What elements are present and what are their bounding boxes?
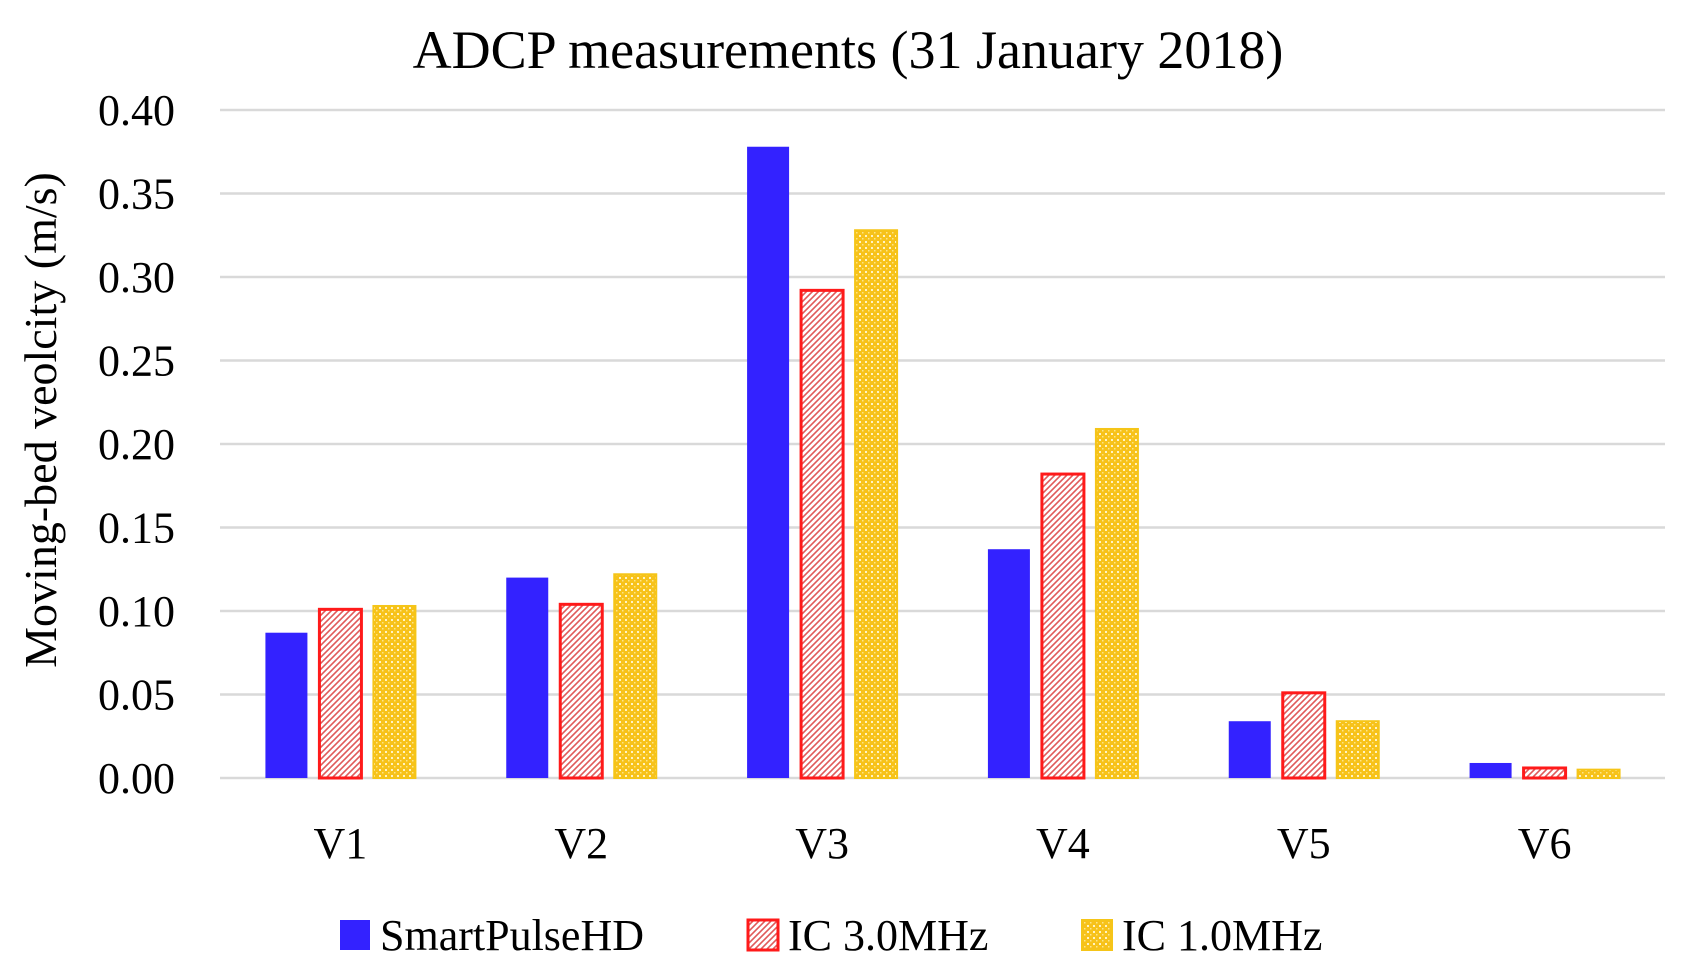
y-tick-label: 0.40 [98,86,175,135]
legend: SmartPulseHD IC 3.0MHz IC 1.0MHz [340,911,1322,960]
y-tick-label: 0.20 [98,420,175,469]
bar-v6-ic-1-0mhz [1576,768,1621,780]
bar-v3-ic-3-0mhz [799,288,845,780]
bar-v2-smartpulsehd [506,577,549,778]
y-tick-labels: 0.00 0.05 0.10 0.15 0.20 0.25 0.30 0.35 0.40 [98,86,175,803]
y-tick-label: 0.25 [98,337,175,386]
bar-v1-smartpulsehd [265,632,308,778]
x-category-label: V4 [1036,819,1090,868]
legend-label: IC 3.0MHz [788,911,988,960]
bar-v1-ic-3-0mhz [317,607,363,780]
y-tick-label: 0.10 [98,587,175,636]
legend-label: SmartPulseHD [380,911,644,960]
gridlines [220,108,1665,780]
y-tick-label: 0.00 [98,754,175,803]
legend-label: IC 1.0MHz [1122,911,1322,960]
chart-title: ADCP measurements (31 January 2018) [413,20,1284,80]
x-category-label: V5 [1277,819,1331,868]
y-tick-label: 0.15 [98,504,175,553]
bar-v5-smartpulsehd [1228,721,1271,778]
bar-v6-smartpulsehd [1469,762,1512,778]
bar-v6-ic-3-0mhz [1522,766,1568,780]
y-axis-label: Moving-bed veolcity (m/s) [15,172,66,668]
bar-v4-ic-3-0mhz [1040,472,1086,780]
x-category-label: V2 [554,819,608,868]
x-category-label: V6 [1518,819,1572,868]
bar-v1-ic-1-0mhz [372,604,417,779]
category-labels: V1 V2 V3 V4 V5 V6 [314,819,1572,868]
bar-v5-ic-3-0mhz [1281,691,1327,780]
bar-v3-ic-1-0mhz [854,229,899,780]
legend-swatch-smartpulsehd [340,920,370,950]
y-tick-label: 0.35 [98,170,175,219]
x-category-label: V3 [795,819,849,868]
legend-swatch-ic-3-0mhz [746,918,780,952]
bars [265,146,1621,780]
bar-v3-smartpulsehd [747,146,790,779]
bar-v4-ic-1-0mhz [1094,427,1139,779]
bar-v2-ic-3-0mhz [558,602,604,780]
bar-v2-ic-1-0mhz [613,573,658,780]
y-tick-label: 0.05 [98,671,175,720]
legend-swatch-ic-1-0mhz [1081,919,1113,951]
x-category-label: V1 [314,819,368,868]
bar-v5-ic-1-0mhz [1335,720,1380,779]
y-tick-label: 0.30 [98,253,175,302]
bar-v4-smartpulsehd [987,549,1030,778]
